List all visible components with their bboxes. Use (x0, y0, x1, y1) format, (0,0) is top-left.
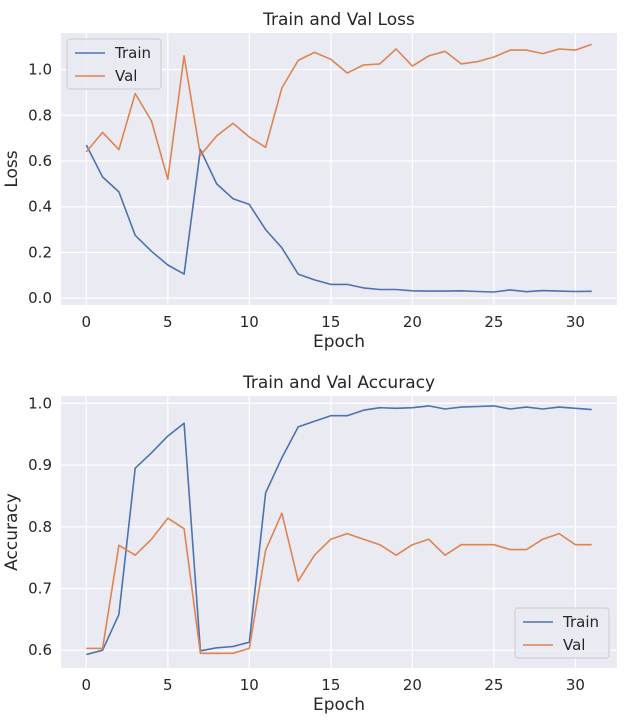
x-tick-label: 20 (403, 676, 422, 694)
y-tick-label: 0.9 (28, 456, 52, 474)
x-tick-label: 15 (321, 676, 340, 694)
x-tick-label: 5 (163, 676, 173, 694)
y-tick-label: 1.0 (28, 61, 52, 79)
chart-title: Train and Val Accuracy (242, 373, 435, 393)
x-tick-label: 15 (321, 313, 340, 331)
y-tick-label: 0.6 (28, 152, 52, 170)
y-axis-label: Accuracy (2, 493, 22, 571)
series-line-train (85, 144, 592, 293)
y-axis-label: Loss (2, 150, 22, 187)
legend-label-val: Val (115, 67, 137, 85)
y-tick-label: 1.0 (28, 394, 52, 412)
accuracy-chart: 0 5 10 15 20 25 30 0.6 0.7 0.8 0.9 1.0 Train and Val… (2, 373, 617, 715)
x-tick-label: 30 (566, 313, 585, 331)
x-tick-label: 5 (163, 313, 173, 331)
series-line-val (86, 512, 592, 655)
x-tick-label: 25 (484, 313, 503, 331)
loss-chart: 0 5 10 15 20 25 30 0.0 0.2 0.4 0.6 0.8 1.0 Train and … (2, 10, 617, 352)
x-tick-label: 30 (566, 676, 585, 694)
x-tick-label: 25 (484, 676, 503, 694)
y-tick-label: 0.7 (28, 580, 52, 598)
series-line-train (86, 405, 592, 656)
x-tick-label: 10 (240, 676, 259, 694)
x-tick-label: 0 (81, 676, 91, 694)
y-tick-label: 0.8 (28, 106, 52, 124)
y-tick-label: 0.4 (28, 198, 52, 216)
legend-label-train: Train (114, 44, 151, 62)
chart-title: Train and Val Loss (262, 10, 415, 30)
x-axis-label: Epoch (313, 332, 365, 352)
x-axis-label: Epoch (313, 695, 365, 715)
legend-label-val: Val (563, 636, 585, 654)
y-tick-label: 0.0 (28, 289, 52, 307)
y-tick-label: 0.2 (28, 243, 52, 261)
y-tick-label: 0.8 (28, 518, 52, 536)
x-tick-label: 20 (403, 313, 422, 331)
series-line-val (85, 43, 592, 181)
y-tick-label: 0.6 (28, 641, 52, 659)
legend-label-train: Train (562, 613, 599, 631)
x-tick-label: 10 (240, 313, 259, 331)
x-tick-label: 0 (81, 313, 91, 331)
